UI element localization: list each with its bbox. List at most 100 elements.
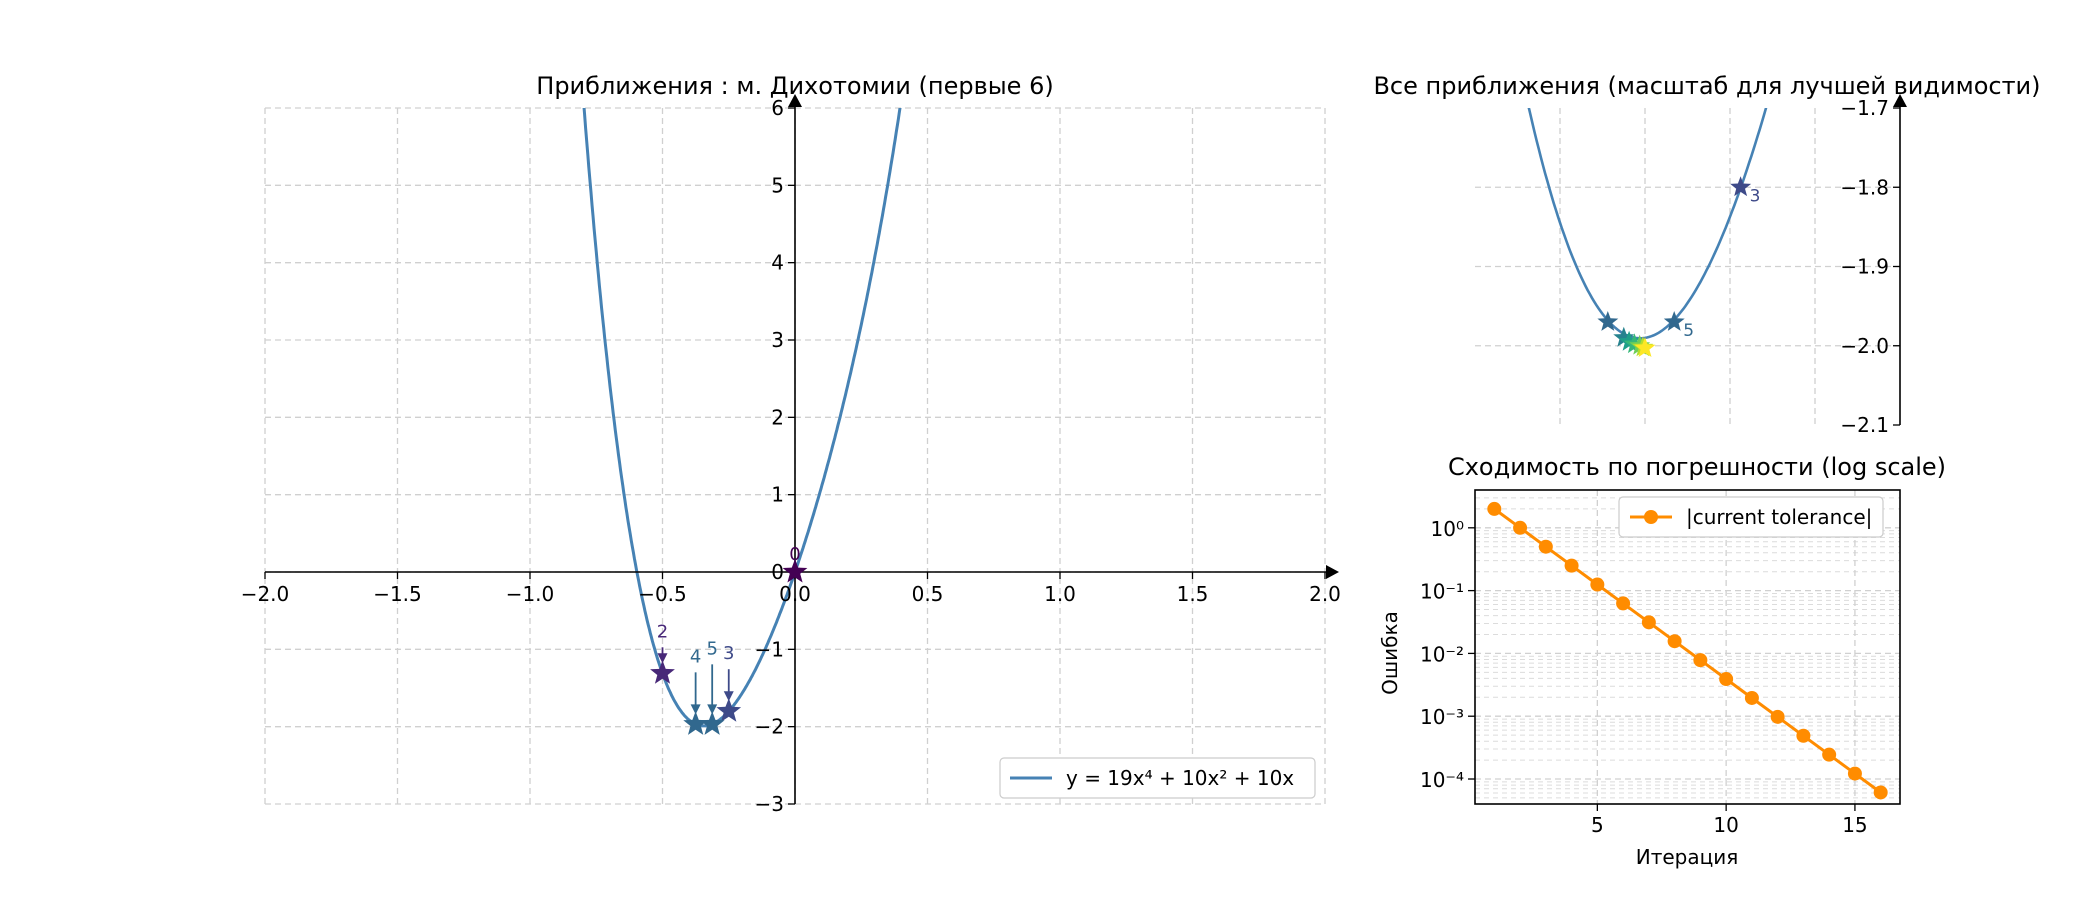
zoom-plot-curve [1527,108,1768,340]
main-plot-points: 0 2 3 4 5 [650,544,808,735]
zoom-point-star-0 [1730,176,1752,197]
zoom-y-tick-label-2: −1.9 [1840,255,1889,279]
zoom-y-axis-arrow [1893,94,1907,107]
main-x-tick-label-4: 0.0 [779,582,811,606]
main-point-star-2 [716,698,742,722]
main-y-tick-label-7: 4 [771,251,784,275]
main-x-tick-label-7: 1.5 [1177,582,1209,606]
main-plot-legend-label: y = 19x⁴ + 10x² + 10x [1066,766,1294,790]
main-x-tick-label-1: −1.5 [373,582,422,606]
conv-series-point-3 [1564,558,1579,573]
convergence-plot-legend-label: |current tolerance| [1686,505,1872,529]
main-x-tick-label-0: −2.0 [241,582,290,606]
conv-series-point-2 [1538,539,1553,554]
main-point-label-4: 5 [706,638,717,659]
conv-frame [1474,489,1901,805]
zoom-plot-points: 35 [1597,176,1760,357]
main-y-axis-arrow [788,94,802,107]
main-y-tick-label-5: 2 [771,405,784,429]
conv-series-point-0 [1487,501,1502,516]
conv-series-point-13 [1822,747,1837,762]
main-plot: Приближения : м. Дихотомии (первые 6) −2… [241,72,1341,816]
convergence-plot-xlabel: Итерация [1636,845,1739,869]
main-plot-curve-group [582,108,902,728]
main-x-tick-label-3: −0.5 [638,582,687,606]
main-plot-curve [582,108,902,728]
conv-x-tick-label-2: 15 [1842,813,1867,837]
zoom-point-star-1 [1663,311,1685,331]
convergence-plot-legend-marker [1644,510,1658,524]
conv-series-point-1 [1513,520,1528,535]
main-y-tick-label-0: −3 [755,792,784,816]
main-point-star-0 [782,559,808,583]
main-x-axis-arrow [1326,565,1339,579]
zoom-point-star-3 [1613,326,1635,347]
zoom-plot-curve-group [1527,108,1768,340]
convergence-plot-ylabel: Ошибка [1378,611,1402,695]
main-point-label-3: 4 [690,646,701,667]
conv-series-point-6 [1641,615,1656,630]
conv-y-tick-label-3: 10⁻³ [1420,705,1464,729]
convergence-plot-legend-box [1618,496,1884,538]
convergence-plot-title: Сходимость по погрешности (log scale) [1448,453,1946,481]
main-y-tick-label-9: 6 [771,96,784,120]
zoom-plot: Все приближения (масштаб для лучшей види… [1373,72,2040,437]
conv-y-tick-label-1: 10⁻¹ [1420,580,1464,604]
conv-series-point-5 [1616,596,1631,611]
main-point-star-4 [699,711,725,735]
conv-series-point-12 [1796,728,1811,743]
conv-y-tick-label-2: 10⁻² [1420,642,1464,666]
conv-series-point-10 [1744,690,1759,705]
main-plot-legend-box [999,757,1316,799]
conv-series-point-4 [1590,577,1605,592]
main-y-tick-label-8: 5 [771,173,784,197]
main-y-tick-label-2: −1 [755,637,784,661]
convergence-plot-legend: |current tolerance| [1618,496,1884,538]
main-plot-legend: y = 19x⁴ + 10x² + 10x [999,757,1316,799]
main-point-label-1: 2 [657,621,668,642]
conv-y-tick-label-0: 10⁰ [1431,517,1464,541]
zoom-point-label-1: 5 [1683,321,1694,341]
main-plot-axes: −2.0 −1.5 −1.0 −0.5 0.0 0.5 1.0 1.5 2.0 −3 −2 −1 0 1 2… [241,94,1341,816]
convergence-plot-series [1487,501,1888,800]
conv-series-line [1493,507,1882,794]
main-point-arrowhead-3 [690,704,701,715]
conv-series-point-15 [1873,785,1888,800]
zoom-y-tick-label-4: −2.1 [1840,413,1889,437]
main-point-label-2: 3 [723,643,734,664]
main-point-label-0: 0 [789,544,800,565]
zoom-y-tick-label-0: −1.7 [1840,96,1889,120]
main-y-tick-label-1: −2 [755,715,784,739]
zoom-plot-title: Все приближения (масштаб для лучшей види… [1373,72,2040,100]
convergence-plot: Сходимость по погрешности (log scale) 5 1… [1378,453,1946,869]
main-point-star-1 [650,660,675,684]
zoom-point-star-8 [1634,337,1656,357]
conv-x-tick-label-0: 5 [1591,813,1604,837]
main-point-arrowhead-1 [657,653,668,664]
main-x-tick-label-6: 1.0 [1044,582,1076,606]
main-point-arrowhead-2 [723,691,734,702]
conv-series-point-8 [1693,653,1708,668]
main-x-tick-label-5: 0.5 [912,582,944,606]
zoom-point-star-2 [1597,311,1619,331]
main-y-tick-label-4: 1 [771,483,784,507]
main-y-tick-label-3: 0 [771,560,784,584]
main-point-arrowhead-4 [707,704,718,715]
zoom-y-tick-label-1: −1.8 [1840,175,1889,199]
conv-series-point-9 [1719,672,1734,687]
conv-x-tick-label-1: 10 [1713,813,1738,837]
main-point-star-3 [683,711,708,735]
conv-series-point-7 [1667,634,1682,649]
main-x-tick-label-2: −1.0 [506,582,555,606]
zoom-plot-axes: −1.7 −1.8 −1.9 −2.0 −2.1 [1840,94,1907,437]
convergence-plot-axes: 5 10 15 10⁰ 10⁻¹ 10⁻² 10⁻³ 10⁻⁴ [1420,489,1901,837]
zoom-point-label-0: 3 [1750,186,1761,206]
zoom-plot-grid [1475,108,1900,425]
zoom-y-tick-label-3: −2.0 [1840,334,1889,358]
main-x-tick-label-8: 2.0 [1309,582,1341,606]
conv-y-tick-label-4: 10⁻⁴ [1420,768,1464,792]
conv-series-point-14 [1847,766,1862,781]
conv-series-point-11 [1770,709,1785,724]
main-y-tick-label-6: 3 [771,328,784,352]
